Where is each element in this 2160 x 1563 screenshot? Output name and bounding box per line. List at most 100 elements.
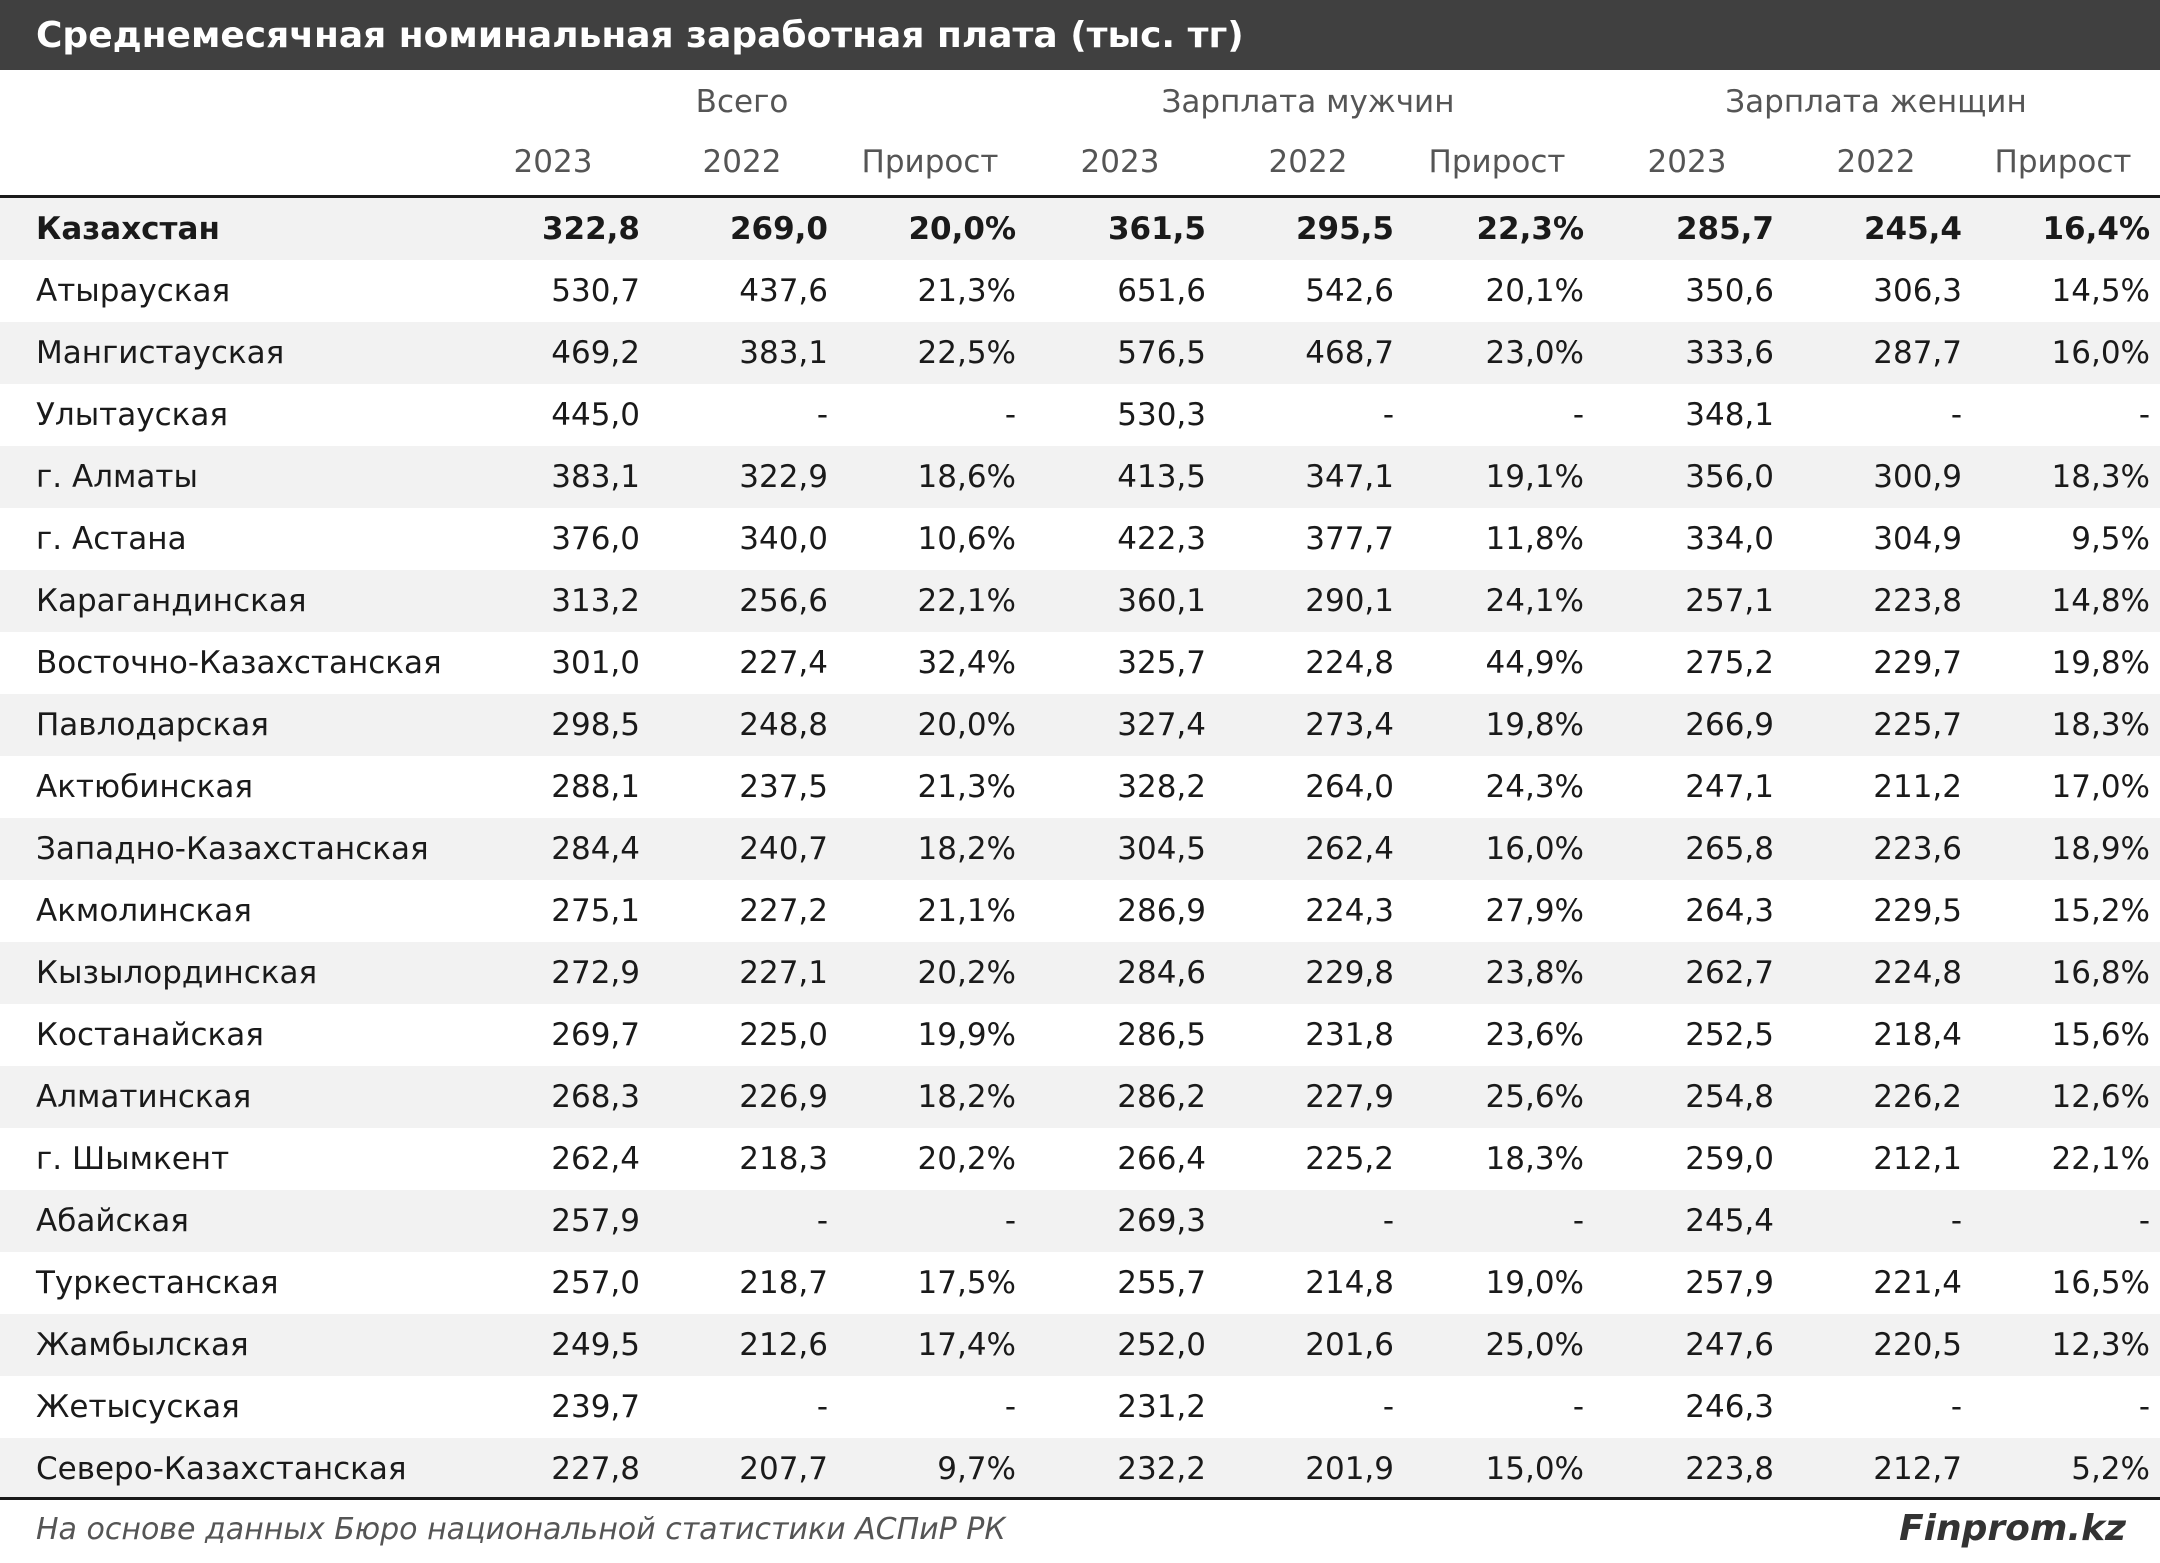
table-cell: - [2138, 1389, 2150, 1425]
table-cell: 20,1% [1485, 273, 1584, 309]
table-cell: 18,2% [917, 831, 1016, 867]
table-cell: 21,3% [917, 769, 1016, 805]
table-cell: 24,3% [1485, 769, 1584, 805]
table-cell: 201,6 [1305, 1327, 1394, 1363]
table-cell: 220,5 [1873, 1327, 1962, 1363]
table-cell: 360,1 [1117, 583, 1206, 619]
table-cell: 468,7 [1305, 335, 1394, 371]
column-header: Прирост [861, 144, 999, 180]
table-cell: 227,8 [551, 1451, 640, 1487]
table-cell: 313,2 [551, 583, 640, 619]
table-cell: 361,5 [1107, 211, 1206, 247]
table-cell: 252,5 [1685, 1017, 1774, 1053]
table-cell: 24,1% [1485, 583, 1584, 619]
table-cell: 333,6 [1685, 335, 1774, 371]
table-cell: 257,1 [1685, 583, 1774, 619]
footer: На основе данных Бюро национальной стати… [0, 1497, 2160, 1563]
table-cell: 334,0 [1685, 521, 1774, 557]
table-cell: 306,3 [1873, 273, 1962, 309]
table-cell: 266,4 [1117, 1141, 1206, 1177]
table-cell: 257,9 [551, 1203, 640, 1239]
table-cell: 226,9 [739, 1079, 828, 1115]
table-cell: 15,0% [1485, 1451, 1584, 1487]
table-cell: 16,8% [2051, 955, 2150, 991]
region-name: Восточно-Казахстанская [36, 645, 442, 681]
table-cell: 422,3 [1117, 521, 1206, 557]
region-name: г. Алматы [36, 459, 198, 495]
table-cell: 227,2 [739, 893, 828, 929]
table-cell: 288,1 [551, 769, 640, 805]
table-cell: - [1572, 397, 1584, 433]
table-cell: 304,9 [1873, 521, 1962, 557]
table-cell: 231,8 [1305, 1017, 1394, 1053]
table-row: г. Алматы 383,1 322,9 18,6% 413,5 347,1 19,1% 3… [0, 446, 2160, 508]
source-note: На основе данных Бюро национальной стати… [36, 1512, 1006, 1547]
region-name: Туркестанская [36, 1265, 279, 1301]
table-cell: 15,2% [2051, 893, 2150, 929]
table-cell: 542,6 [1305, 273, 1394, 309]
table-cell: 347,1 [1305, 459, 1394, 495]
table-cell: 231,2 [1117, 1389, 1206, 1425]
table-cell: 377,7 [1305, 521, 1394, 557]
table-cell: 264,3 [1685, 893, 1774, 929]
table-cell: 212,6 [739, 1327, 828, 1363]
table-cell: 9,5% [2071, 521, 2150, 557]
table-cell: 257,9 [1685, 1265, 1774, 1301]
table-cell: 304,5 [1117, 831, 1206, 867]
table-cell: 262,4 [1305, 831, 1394, 867]
region-name: г. Шымкент [36, 1141, 230, 1177]
table-cell: 383,1 [739, 335, 828, 371]
region-name: г. Астана [36, 521, 187, 557]
table-cell: 268,3 [551, 1079, 640, 1115]
region-name: Актюбинская [36, 769, 254, 805]
table-cell: - [2138, 397, 2150, 433]
region-name: Улытауская [36, 397, 228, 433]
table-cell: 227,4 [739, 645, 828, 681]
table-cell: 27,9% [1485, 893, 1584, 929]
table-cell: 266,9 [1685, 707, 1774, 743]
table-cell: 218,4 [1873, 1017, 1962, 1053]
table-cell: 18,3% [2051, 459, 2150, 495]
table-cell: 218,7 [739, 1265, 828, 1301]
region-name: Алматинская [36, 1079, 252, 1115]
table-cell: - [1572, 1203, 1584, 1239]
table-cell: 322,9 [739, 459, 828, 495]
table-cell: 14,5% [2051, 273, 2150, 309]
table-cell: 25,0% [1485, 1327, 1584, 1363]
table-row: г. Шымкент 262,4 218,3 20,2% 266,4 225,2 18,3%… [0, 1128, 2160, 1190]
table-cell: 19,8% [2051, 645, 2150, 681]
table-cell: 22,5% [917, 335, 1016, 371]
table-cell: 19,9% [917, 1017, 1016, 1053]
table-cell: 18,3% [2051, 707, 2150, 743]
table-cell: 44,9% [1485, 645, 1584, 681]
region-name: Костанайская [36, 1017, 264, 1053]
table-cell: 19,0% [1485, 1265, 1584, 1301]
table-cell: 22,1% [917, 583, 1016, 619]
table-cell: 201,9 [1305, 1451, 1394, 1487]
table-cell: 257,0 [551, 1265, 640, 1301]
table-cell: - [1382, 1203, 1394, 1239]
region-name: Абайская [36, 1203, 189, 1239]
table-cell: 229,7 [1873, 645, 1962, 681]
table-cell: 18,2% [917, 1079, 1016, 1115]
column-header: 2022 [702, 144, 782, 180]
region-name: Западно-Казахстанская [36, 831, 429, 867]
column-header: 2022 [1836, 144, 1916, 180]
table-cell: 247,6 [1685, 1327, 1774, 1363]
table-row: Мангистауская 469,2 383,1 22,5% 576,5 468,7 23… [0, 322, 2160, 384]
table-cell: - [1382, 397, 1394, 433]
table-cell: 21,3% [917, 273, 1016, 309]
table-cell: 413,5 [1117, 459, 1206, 495]
table-cell: 284,6 [1117, 955, 1206, 991]
table-cell: 32,4% [917, 645, 1016, 681]
table-cell: 248,8 [739, 707, 828, 743]
table-cell: 207,7 [739, 1451, 828, 1487]
table-cell: 237,5 [739, 769, 828, 805]
column-header: Прирост [1994, 144, 2132, 180]
table-cell: - [816, 1389, 828, 1425]
table-row: Казахстан 322,8 269,0 20,0% 361,5 295,5 22,3% 2… [0, 198, 2160, 260]
table-cell: 20,2% [917, 1141, 1016, 1177]
table-cell: 221,4 [1873, 1265, 1962, 1301]
table-cell: 325,7 [1117, 645, 1206, 681]
table-cell: 218,3 [739, 1141, 828, 1177]
